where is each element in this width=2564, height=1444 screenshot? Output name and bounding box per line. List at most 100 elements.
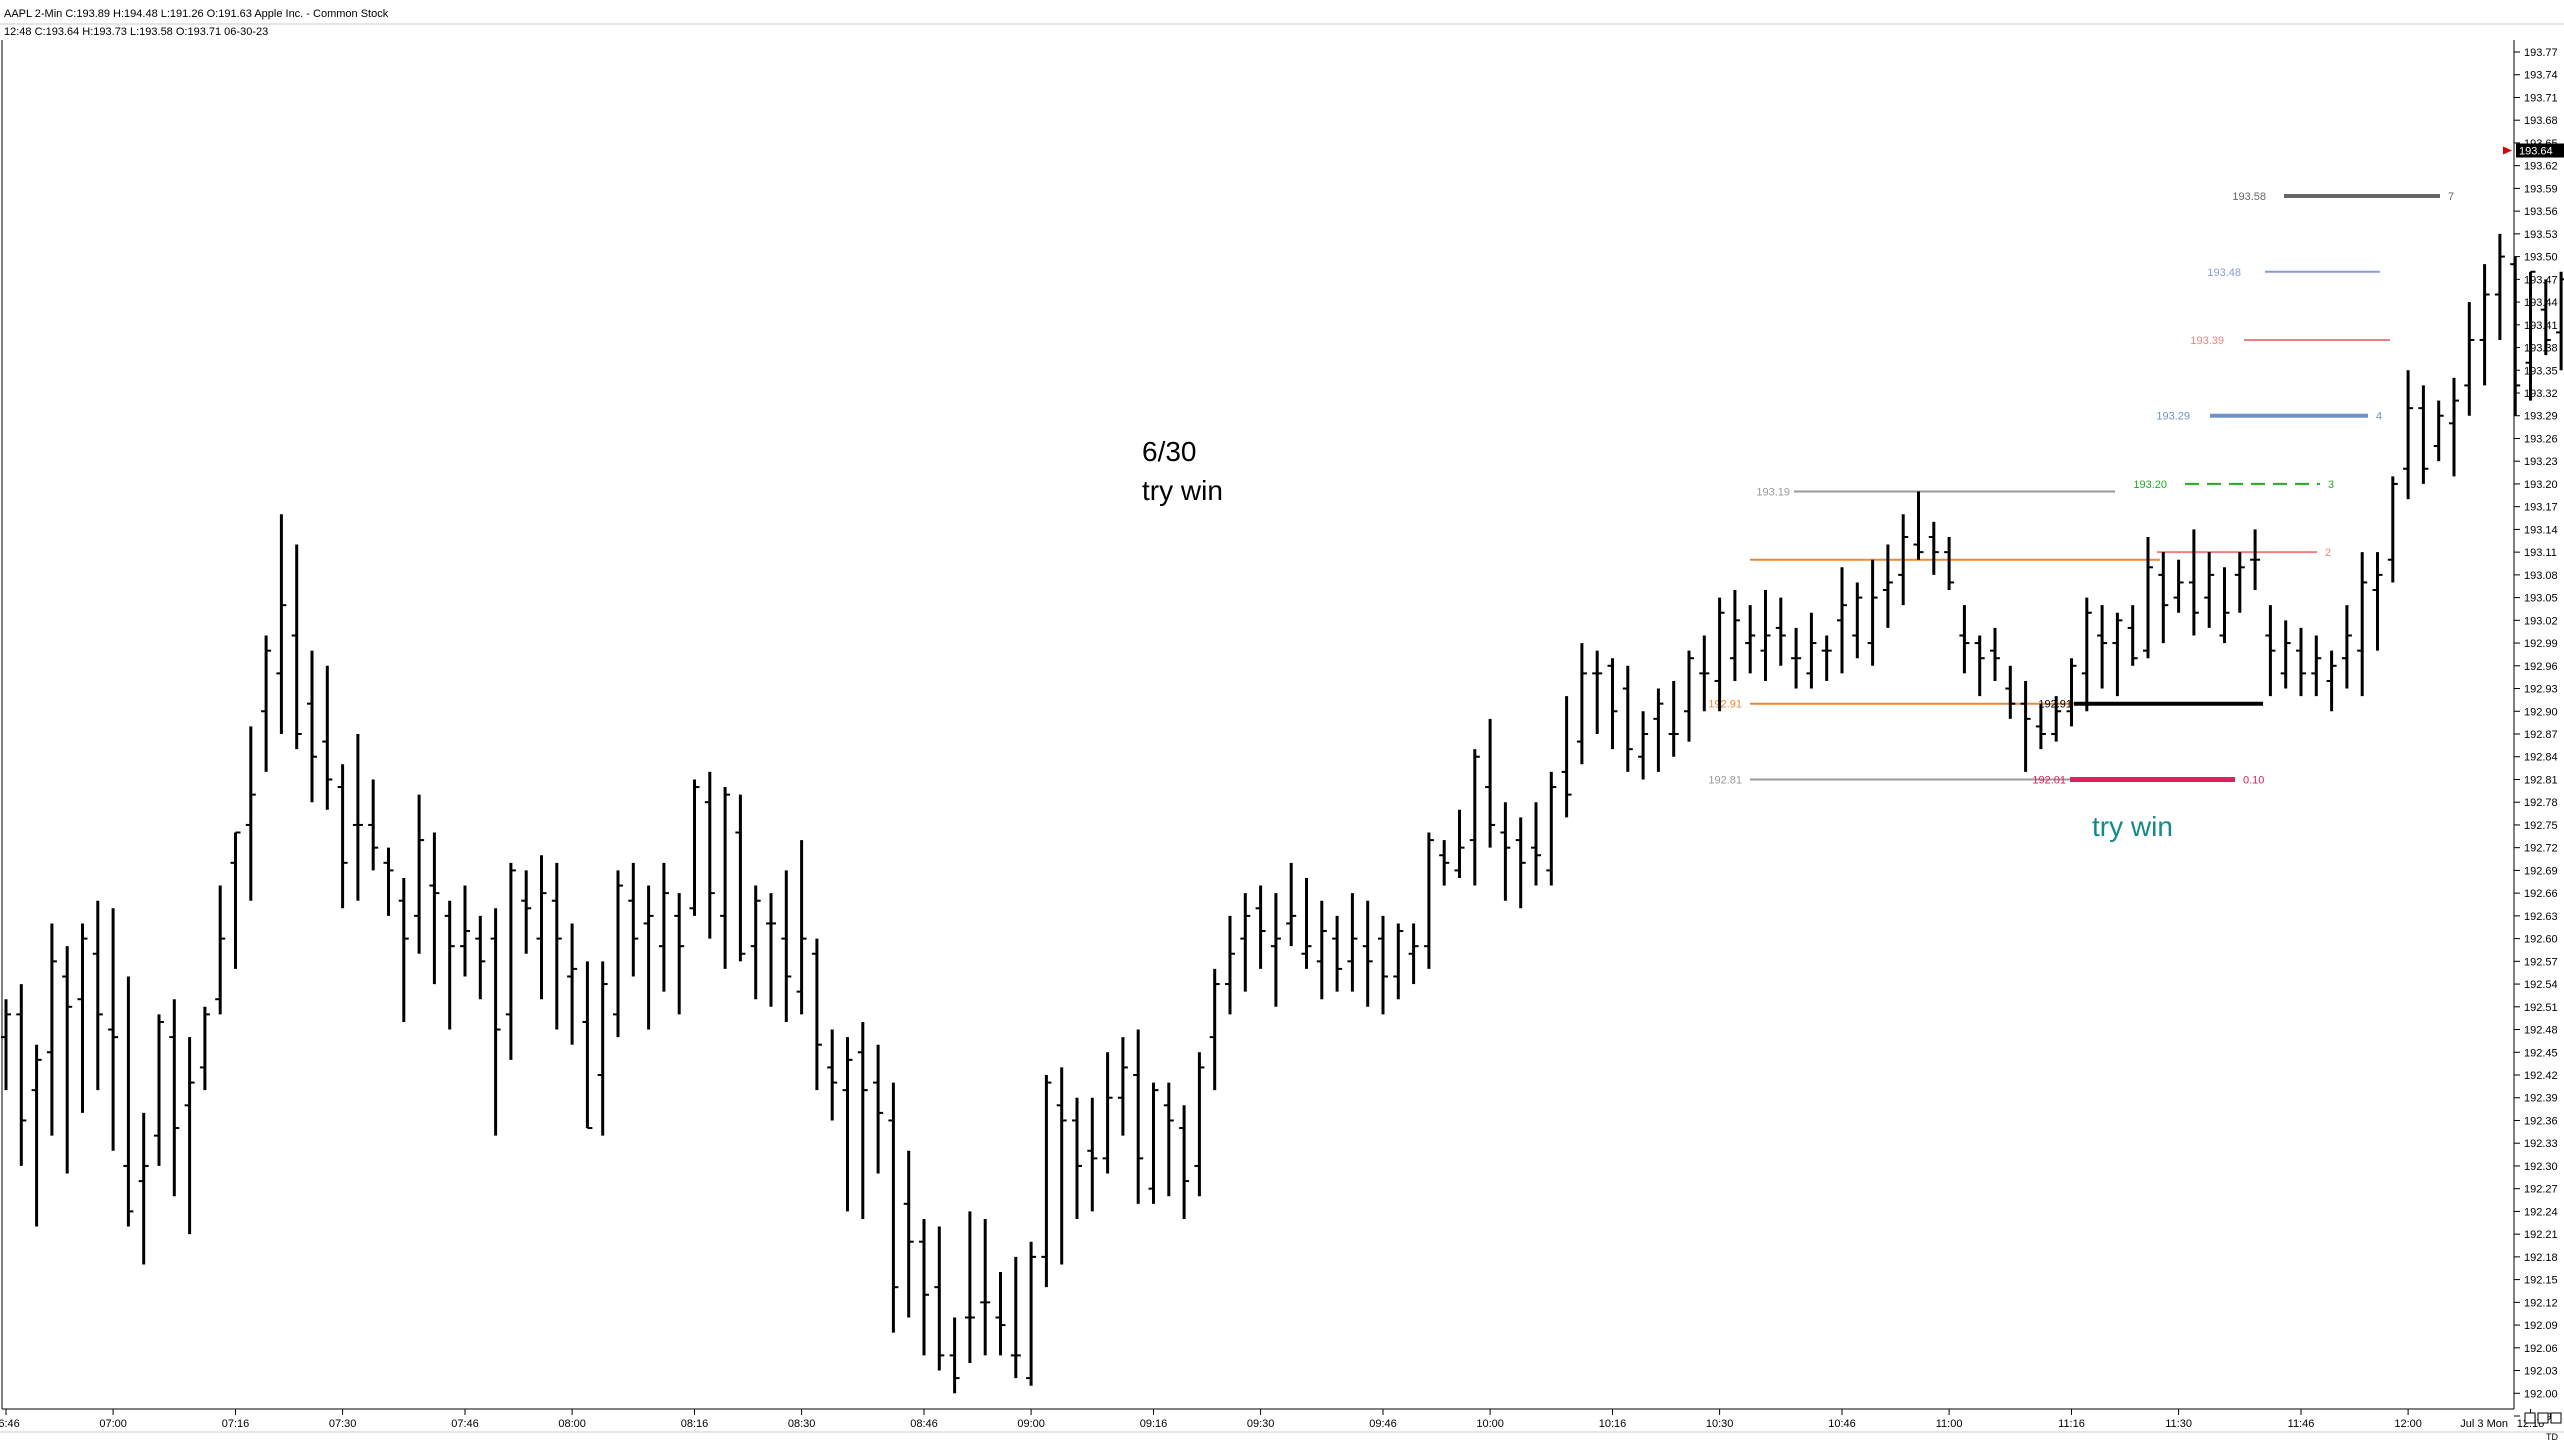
ohlc-bar [2311,635,2322,697]
y-tick-label: 192.39 [2524,1093,2558,1105]
ohlc-bar [1454,809,1465,878]
y-tick-label: 192.42 [2524,1070,2558,1082]
y-tick-label: 192.12 [2524,1297,2558,1309]
x-tick-label: 07:16 [222,1418,250,1430]
ohlc-bar [2479,264,2490,386]
y-tick-label: 192.30 [2524,1161,2558,1173]
y-tick-label: 193.29 [2524,411,2558,423]
ohlc-bar [536,855,547,1000]
level-price-label: 192.91 [1708,699,1742,711]
ohlc-bar [2357,552,2368,697]
td-label: TD [2546,1432,2558,1442]
y-tick-label: 192.84 [2524,752,2558,764]
last-price-label: 193.64 [2519,146,2553,158]
ohlc-bar [1209,968,1220,1091]
ohlc-bar [368,779,379,871]
ohlc-bar [1500,802,1511,901]
ohlc-bar [475,915,486,1000]
ohlc-bar [1684,650,1694,742]
y-tick-label: 193.59 [2524,183,2558,195]
chart-controls: TD [2524,1412,2562,1442]
ohlc-bar [108,908,119,1151]
ohlc-bar [2234,552,2245,613]
level-price-label: 193.48 [2207,267,2241,279]
ohlc-bar [842,1037,853,1212]
ohlc-bar [2433,400,2444,462]
ohlc-bar [689,779,700,916]
ohlc-bar [16,984,27,1166]
ohlc-bar [1729,590,1740,681]
ohlc-bar [1255,885,1266,969]
ohlc-bar [1882,544,1893,628]
ohlc-bar [1974,635,1985,697]
y-tick-label: 192.96 [2524,661,2558,673]
ohlc-bar [811,938,822,1091]
ohlc-bar [337,764,348,909]
ohlc-bar [888,1082,899,1333]
ohlc-bar [505,862,516,1060]
x-tick-label: 09:00 [1017,1418,1045,1430]
ohlc-bar [169,999,180,1197]
ohlc-bar [2173,559,2184,613]
y-tick-label: 192.87 [2524,729,2558,741]
ohlc-bar [766,893,776,1007]
y-tick-label: 193.62 [2524,161,2558,173]
ohlc-bar [2280,620,2291,689]
scroll-right-button[interactable] [2537,1412,2549,1424]
zoom-button[interactable] [2550,1412,2562,1424]
ohlc-bar [1408,923,1419,985]
x-tick-label: 10:00 [1476,1418,1504,1430]
annotation-date: 6/30 [1142,436,1197,467]
ohlc-bar [1347,893,1358,992]
ohlc-bar [62,946,73,1174]
y-tick-label: 193.50 [2524,252,2558,264]
ohlc-bar [2250,529,2261,591]
y-tick-label: 192.81 [2524,774,2558,786]
ohlc-bar [1592,650,1603,734]
ohlc-bar [1469,749,1480,886]
y-axis-ticks: 193.77193.74193.71193.68193.65193.62193.… [2514,47,2558,1423]
ohlc-bar [444,900,455,1030]
ohlc-bar [154,1014,164,1166]
ohlc-bar [352,734,363,901]
level-lines[interactable]: 193.58 7 193.48 193.39 193.29 4 193.20 3 193.19 2… [1708,191,2454,786]
level-price-label: 192.01 [2032,774,2066,786]
ohlc-bar [2188,529,2199,636]
ohlc-bar [215,885,226,1015]
y-tick-label: 192.57 [2524,956,2558,968]
ohlc-bar [460,885,470,977]
ohlc-bar [2418,385,2429,484]
ohlc-bar [2326,650,2337,712]
ohlc-bar [1225,915,1235,1015]
ohlc-bar [2387,476,2398,583]
ohlc-bar [980,1218,991,1356]
ohlc-bar [1087,1097,1098,1212]
level-count-label: 4 [2376,411,2382,423]
y-tick-label: 193.53 [2524,229,2558,241]
ohlc-bar [2020,680,2031,772]
ohlc-bar [1301,877,1312,969]
ohlc-bar [2097,605,2108,689]
ohlc-bar [2510,256,2521,416]
scroll-left-button[interactable] [2524,1412,2536,1424]
ohlc-bar [613,870,623,1038]
ohlc-bar [2341,605,2352,689]
ohlc-bar [490,908,501,1136]
ohlc-bar [781,870,792,1022]
ohlc-bar [1714,597,1725,712]
ohlc-bar [949,1317,960,1394]
ohlc-bar [322,665,333,810]
ohlc-bar [1944,536,1955,591]
ohlc-bar [597,961,608,1136]
level-price-label: 193.20 [2133,479,2167,491]
date-label: Jul 3 Mon [2460,1418,2508,1430]
ohlc-bar [796,840,807,1015]
ohlc-bar [1270,893,1281,1007]
ohlc-bar [1531,802,1541,886]
ohlc-bar [1821,635,1832,681]
ohlc-bar [2204,552,2215,628]
ohlc-bar [1806,612,1817,689]
ohlc-bar [2219,567,2230,644]
ohlc-bar [1485,718,1496,848]
